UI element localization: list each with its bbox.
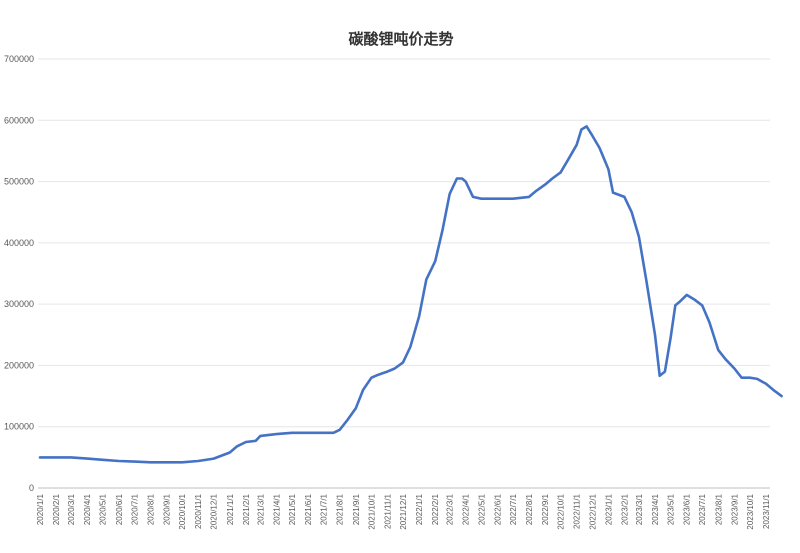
x-tick-label: 2023/3/1 (635, 493, 644, 525)
y-tick-label: 500000 (4, 177, 34, 187)
x-tick-label: 2021/5/1 (288, 493, 297, 525)
x-tick-label: 2023/8/1 (714, 493, 723, 525)
x-tick-label: 2022/8/1 (525, 493, 534, 525)
x-tick-label: 2022/3/1 (446, 493, 455, 525)
y-tick-label: 600000 (4, 115, 34, 125)
chart-title: 碳酸锂吨价走势 (348, 30, 453, 48)
y-tick-label: 700000 (4, 54, 34, 64)
x-tick-label: 2020/6/1 (115, 493, 124, 525)
x-tick-label: 2021/3/1 (256, 493, 265, 525)
y-axis-tick-labels: 0 100000 200000 300000 400000 500000 600000 700… (4, 54, 34, 493)
x-tick-label: 2021/2/1 (242, 493, 251, 525)
x-tick-label: 2023/10/1 (746, 493, 755, 529)
y-tick-label: 200000 (4, 360, 34, 370)
x-tick-label: 2021/11/1 (383, 493, 392, 529)
x-tick-label: 2022/11/1 (573, 493, 582, 529)
x-tick-label: 2021/10/1 (367, 493, 376, 529)
x-tick-label: 2020/1/1 (36, 493, 45, 525)
x-tick-label: 2023/6/1 (683, 493, 692, 525)
x-tick-label: 2020/3/1 (67, 493, 76, 525)
x-tick-label: 2022/4/1 (462, 493, 471, 525)
y-tick-label: 300000 (4, 299, 34, 309)
x-tick-label: 2021/12/1 (399, 493, 408, 529)
x-tick-label: 2023/2/1 (620, 493, 629, 525)
x-tick-label: 2020/2/1 (52, 493, 61, 525)
x-tick-label: 2023/5/1 (667, 493, 676, 525)
x-tick-label: 2020/11/1 (194, 493, 203, 529)
x-tick-label: 2022/12/1 (588, 493, 597, 529)
x-tick-label: 2022/1/1 (415, 493, 424, 525)
gridlines (38, 58, 770, 489)
x-tick-label: 2020/12/1 (210, 493, 219, 529)
x-tick-label: 2021/8/1 (336, 493, 345, 525)
x-tick-label: 2022/6/1 (493, 493, 502, 525)
x-tick-label: 2022/9/1 (541, 493, 550, 525)
x-tick-label: 2023/7/1 (698, 493, 707, 525)
x-tick-label: 2023/9/1 (730, 493, 739, 525)
x-tick-label: 2020/8/1 (146, 493, 155, 525)
x-tick-label: 2022/5/1 (477, 493, 486, 525)
x-tick-label: 2020/7/1 (130, 493, 139, 525)
x-tick-label: 2022/10/1 (557, 493, 566, 529)
x-tick-label: 2021/6/1 (304, 493, 313, 525)
x-axis-tick-labels: 2020/1/1 2020/2/1 2020/3/1 2020/4/1 2020/5/1… (36, 493, 771, 529)
x-tick-label: 2023/4/1 (651, 493, 660, 525)
x-tick-label: 2021/9/1 (352, 493, 361, 525)
x-tick-label: 2021/7/1 (320, 493, 329, 525)
x-tick-label: 2023/1/1 (604, 493, 613, 525)
x-tick-label: 2020/5/1 (99, 493, 108, 525)
x-tick-label: 2021/4/1 (272, 493, 281, 525)
x-tick-label: 2020/10/1 (178, 493, 187, 529)
x-tick-label: 2021/1/1 (226, 493, 235, 525)
plot-area (38, 125, 783, 464)
y-tick-label: 0 (29, 483, 34, 493)
x-tick-label: 2022/2/1 (431, 493, 440, 525)
x-tick-label: 2020/4/1 (83, 493, 92, 525)
x-tick-label: 2020/9/1 (163, 493, 172, 525)
price-series-line (38, 125, 783, 464)
y-tick-label: 100000 (4, 422, 34, 432)
y-tick-label: 400000 (4, 238, 34, 248)
x-tick-label: 2023/11/1 (762, 493, 771, 529)
x-tick-label: 2022/7/1 (509, 493, 518, 525)
